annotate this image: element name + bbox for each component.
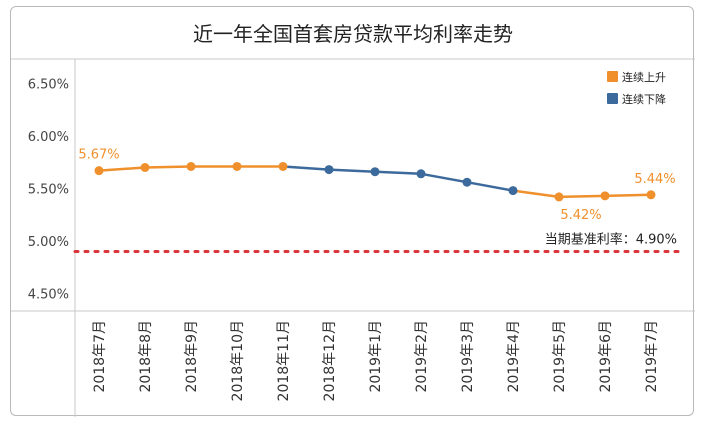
data-label: 5.67% [78,148,119,163]
data-point [232,161,242,171]
x-tick-label: 2019年3月 [460,320,476,393]
x-tick-label: 2019年4月 [506,320,522,393]
line-segment [465,180,515,192]
line-segment [143,165,193,169]
chart-svg: 近一年全国首套房贷款平均利率走势 6.50% 6.00% 5.50% 5.00% 4.50… [11,22,695,417]
y-tick-label: 4.50% [28,288,69,303]
data-point [508,186,518,196]
legend-swatch-rise [607,71,618,82]
x-tick-label: 2019年2月 [414,320,430,393]
reference-line-label: 当期基准利率：4.90% [545,232,677,248]
data-point [324,165,334,175]
data-point [94,166,104,176]
line-segment [603,193,653,198]
x-tick-label: 2019年7月 [644,320,660,393]
x-tick-label: 2018年8月 [138,320,154,393]
line-segment [373,170,423,176]
line-segment [557,194,607,199]
data-point [600,191,610,201]
data-label: 5.44% [634,172,675,187]
data-point [416,169,426,179]
chart-title: 近一年全国首套房贷款平均利率走势 [193,22,513,46]
legend-label-rise: 连续上升 [622,70,666,84]
data-point [278,161,288,171]
y-tick-label: 5.00% [28,235,69,250]
x-tick-label: 2018年7月 [92,320,108,393]
x-tick-label: 2019年5月 [552,320,568,393]
line-segment [281,165,331,171]
data-label: 5.42% [560,208,601,223]
legend-label-fall: 连续下降 [622,92,666,106]
line-segment [511,189,561,199]
line-segment [97,166,147,172]
data-point [186,161,196,171]
y-tick-label: 5.50% [28,183,69,198]
data-point [140,163,150,172]
x-tick-label: 2019年1月 [368,320,384,393]
legend-swatch-fall [607,93,618,104]
data-point [462,177,472,187]
x-tick-label: 2018年12月 [322,320,338,401]
line-segment [327,168,377,173]
y-tick-label: 6.50% [28,78,69,93]
data-point [554,192,564,202]
x-tick-label: 2018年10月 [230,320,246,401]
data-point [370,167,380,177]
data-point [646,190,656,200]
line-segment [419,172,469,184]
x-tick-label: 2018年9月 [184,320,200,393]
y-tick-label: 6.00% [28,130,69,145]
x-tick-label: 2019年6月 [598,320,614,393]
x-tick-label: 2018年11月 [276,320,292,401]
chart-frame: 近一年全国首套房贷款平均利率走势 6.50% 6.00% 5.50% 5.00% 4.50… [10,6,695,417]
